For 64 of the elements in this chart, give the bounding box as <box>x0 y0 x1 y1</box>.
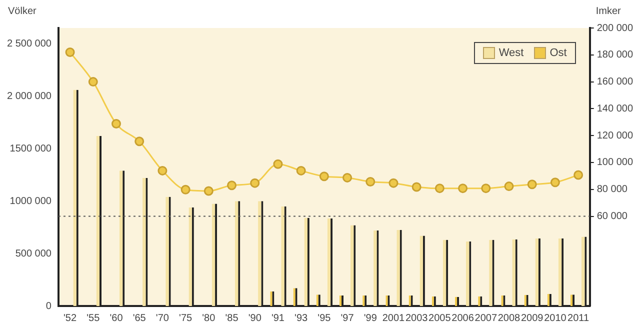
point <box>111 119 121 129</box>
x-tick-label: '60 <box>110 312 124 324</box>
point <box>296 166 306 176</box>
x-tick-label: '52 <box>64 312 77 324</box>
point <box>366 176 376 186</box>
y2-tick-label: 80 000 <box>596 184 628 196</box>
x-tick-label: '55 <box>86 312 100 324</box>
x-tick-label: 2007 <box>474 312 498 324</box>
point <box>158 166 168 176</box>
x-tick-label: '97 <box>340 312 354 324</box>
legend-label: Ost <box>548 47 567 60</box>
point <box>273 159 283 169</box>
y2-tick-label: 180 000 <box>596 50 634 61</box>
x-tick-label: '90 <box>248 312 262 324</box>
point <box>434 184 444 194</box>
x-tick-label: 2001 <box>382 312 406 324</box>
x-tick-label: 2011 <box>568 312 590 324</box>
point <box>550 178 560 188</box>
y-tick-label: 2 500 000 <box>6 38 52 50</box>
y2-tick-label: 120 000 <box>596 130 634 142</box>
x-tick-label: '91 <box>271 312 285 324</box>
x-tick-label: '95 <box>318 312 332 324</box>
x-tick-label: '99 <box>364 312 378 324</box>
y2-axis-title: Imker <box>596 6 621 17</box>
y2-tick-label: 200 000 <box>596 22 634 34</box>
point <box>504 182 514 192</box>
x-tick-label: 2006 <box>452 312 474 324</box>
x-tick-label: '65 <box>132 312 146 324</box>
point <box>412 182 422 192</box>
point <box>180 184 190 194</box>
y-tick-label: 0 <box>46 300 52 312</box>
x-tick-label: '93 <box>294 312 308 324</box>
y-tick-label: 2 000 000 <box>6 90 52 102</box>
y2-tick-label: 140 000 <box>596 103 634 114</box>
point <box>388 178 398 188</box>
point <box>481 184 491 194</box>
x-tick-label: '75 <box>179 312 192 324</box>
point <box>574 170 584 180</box>
y2-tick-label: 60 000 <box>596 211 628 222</box>
point <box>134 136 144 146</box>
point <box>88 77 98 87</box>
legend-label: West <box>498 47 524 60</box>
y2-tick-label: 160 000 <box>596 76 634 88</box>
point <box>65 47 75 57</box>
x-tick-label: 2005 <box>428 312 452 324</box>
x-tick-label: 2010 <box>544 312 567 324</box>
x-tick-label: 2009 <box>520 312 544 324</box>
x-tick-label: 2003 <box>405 312 428 324</box>
y-tick-label: 1000 000 <box>10 196 52 207</box>
x-tick-label: '80 <box>202 312 216 324</box>
x-tick-label: 2008 <box>498 312 521 324</box>
y-axis-title: Völker <box>8 6 36 17</box>
point <box>342 172 352 182</box>
point <box>204 186 214 196</box>
point <box>250 178 260 188</box>
point <box>458 184 468 194</box>
x-tick-label: '85 <box>225 312 239 324</box>
y-tick-label: 1500 000 <box>10 143 52 154</box>
y2-tick-label: 100 000 <box>596 157 634 168</box>
point <box>227 180 237 190</box>
point <box>527 180 537 190</box>
x-tick-label: '70 <box>156 312 170 324</box>
point <box>319 172 329 182</box>
y-tick-label: 500 000 <box>15 248 52 260</box>
